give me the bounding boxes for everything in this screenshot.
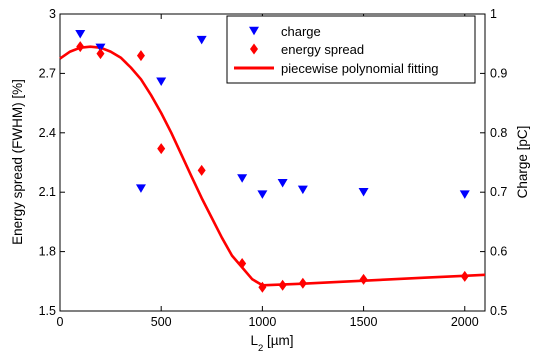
charge-point	[75, 29, 86, 39]
x-axis-label-subscript: 2	[258, 343, 263, 353]
charge-point	[277, 179, 288, 188]
energy-spread-point	[359, 273, 368, 285]
energy-spread-point	[298, 277, 307, 289]
y-left-tick-label: 2.4	[39, 126, 56, 140]
energy-spread-point	[197, 164, 206, 176]
y-left-tick-label: 3	[49, 7, 56, 21]
y-axis-label-left: Energy spread (FWHM) [%]	[10, 79, 25, 245]
markers-layer	[75, 29, 470, 293]
right-axis: 0.5 0.6 0.7 0.8 0.9 1	[480, 7, 507, 318]
y-axis-label-right: Charge [pC]	[515, 126, 530, 199]
legend-label-fit: piecewise polynomial fitting	[281, 61, 439, 76]
x-axis-label-main: L	[250, 333, 258, 348]
charge-point	[135, 184, 146, 193]
energy-spread-point	[136, 50, 145, 62]
y-right-tick-label: 0.7	[490, 185, 507, 199]
energy-spread-point	[238, 257, 247, 269]
y-right-tick-label: 0.8	[490, 126, 507, 140]
fit-curve-layer	[59, 45, 486, 287]
y-left-tick-label: 1.5	[39, 304, 56, 318]
legend-charge-symbol	[249, 26, 259, 36]
energy-spread-point	[96, 48, 105, 60]
charge-point	[459, 190, 470, 199]
x-axis-label-unit: [µm]	[263, 333, 293, 348]
x-axis-label: L2 [µm]	[250, 333, 293, 353]
x-axis: 0 500 1000 1500 2000	[57, 14, 479, 329]
y-left-tick-label: 2.1	[39, 185, 56, 199]
fit-curve	[59, 45, 486, 287]
left-axis: 1.5 1.8 2.1 2.4 2.7 3	[39, 7, 65, 318]
legend-diamond	[250, 43, 258, 55]
legend-triangle	[249, 26, 259, 36]
x-tick-label: 1500	[350, 315, 378, 329]
legend-label-energy-spread: energy spread	[281, 42, 364, 57]
legend-energy-spread-symbol	[250, 43, 258, 55]
charge-point	[257, 190, 268, 199]
plot-border	[59, 13, 486, 312]
plot-area	[59, 13, 486, 312]
charge-point	[358, 187, 369, 197]
legend-box	[226, 15, 476, 84]
charge-point	[95, 43, 106, 53]
legend: charge energy spread piecewise polynomia…	[226, 15, 476, 84]
charge-point	[237, 174, 248, 183]
x-tick-label: 1000	[248, 315, 276, 329]
y-right-tick-label: 0.6	[490, 245, 507, 259]
x-tick-label: 0	[57, 315, 64, 329]
charge-point	[156, 77, 167, 86]
y-right-tick-label: 0.5	[490, 304, 507, 318]
y-right-tick-label: 1	[490, 7, 497, 21]
y-right-tick-label: 0.9	[490, 66, 507, 80]
energy-spread-point	[278, 279, 287, 291]
y-left-tick-label: 1.8	[39, 245, 56, 259]
charge-point	[196, 35, 207, 45]
energy-spread-point	[157, 143, 166, 155]
charge-point	[297, 185, 308, 195]
x-tick-label: 500	[151, 315, 172, 329]
energy-spread-point	[258, 281, 267, 293]
energy-spread-point	[460, 270, 469, 282]
legend-label-charge: charge	[281, 24, 321, 39]
x-tick-label: 2000	[451, 315, 479, 329]
y-left-tick-label: 2.7	[39, 66, 56, 80]
energy-spread-point	[76, 41, 85, 53]
